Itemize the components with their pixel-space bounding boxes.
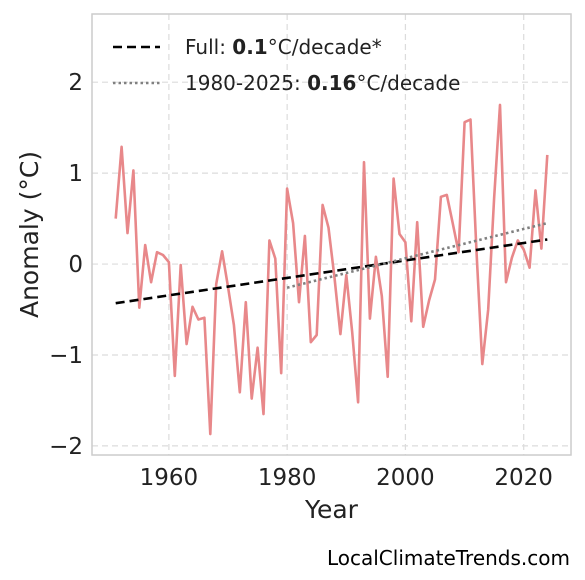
- legend-entry: 1980-2025: 0.16°C/decade: [185, 71, 460, 95]
- grid: [92, 14, 571, 455]
- y-tick-label: −2: [49, 434, 83, 460]
- series-line-trend-full: [115, 238, 548, 305]
- legend-entry: Full: 0.1°C/decade*: [185, 35, 382, 59]
- y-tick-label: 2: [68, 70, 83, 96]
- y-tick-label: 0: [68, 252, 83, 278]
- plot-frame: [91, 13, 572, 456]
- watermark: LocalClimateTrends.com: [326, 546, 570, 570]
- series-line-trend-1980-2025: [286, 221, 548, 289]
- x-tick-label: 1980: [258, 465, 317, 491]
- x-tick-label: 2000: [376, 465, 435, 491]
- legend: Full: 0.1°C/decade* 1980-2025: 0.16°C/dec…: [113, 35, 460, 95]
- y-tick-label: −1: [49, 343, 83, 369]
- series-layer: [114, 103, 549, 436]
- x-tick-label: 1960: [140, 465, 199, 491]
- y-axis-label: Anomaly (°C): [15, 151, 44, 318]
- tick-labels: 1960 1980 2000 2020 −2 −1 0 1 2: [49, 70, 553, 491]
- y-tick-label: 1: [68, 161, 83, 187]
- x-axis-label: Year: [304, 495, 359, 524]
- x-tick-label: 2020: [494, 465, 553, 491]
- series-line-anomaly: [114, 103, 549, 436]
